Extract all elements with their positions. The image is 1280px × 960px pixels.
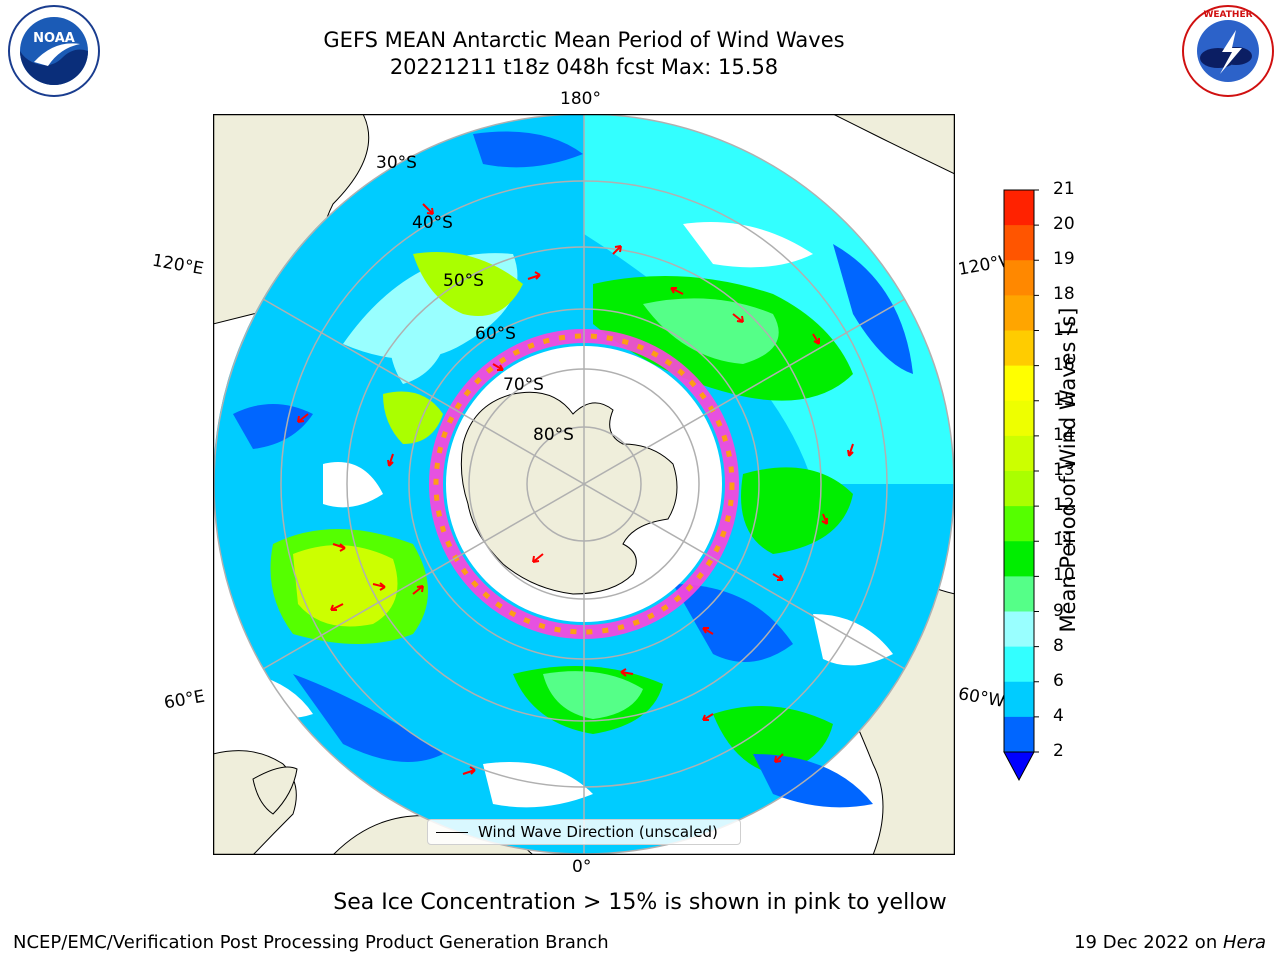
colorbar-tick-label: 10	[1053, 565, 1075, 586]
sea-ice-note: Sea Ice Concentration > 15% is shown in …	[333, 890, 947, 915]
colorbar-tick-label: 6	[1053, 670, 1064, 691]
colorbar-tick-label: 8	[1053, 635, 1064, 656]
footer-date-text: 19 Dec 2022 on	[1074, 932, 1223, 953]
lat-label-50s: 50°S	[443, 271, 484, 291]
lat-label-60s: 60°S	[475, 324, 516, 344]
lat-label-40s: 40°S	[412, 213, 453, 233]
colorbar-bin	[1004, 365, 1034, 402]
colorbar-bin	[1004, 330, 1034, 367]
wave-arrows	[297, 203, 854, 775]
chart-subtitle-run: 20221211 t18z 048h fcst Max: 15.58	[389, 55, 779, 79]
colorbar-tick-label: 18	[1053, 284, 1075, 305]
lat-label-80s: 80°S	[533, 425, 574, 445]
colorbar	[1003, 189, 1039, 782]
lat-label-70s: 70°S	[503, 375, 544, 395]
colorbar-tick-label: 13	[1053, 460, 1075, 480]
colorbar-bin	[1004, 260, 1034, 296]
colorbar-bin	[1004, 225, 1034, 261]
lon-label-120e: 120°E	[150, 250, 206, 280]
colorbar-tick-label: 21	[1053, 179, 1075, 199]
colorbar-tick-label: 12	[1053, 495, 1075, 516]
colorbar-tick-label: 9	[1053, 600, 1064, 621]
polar-map	[213, 114, 955, 855]
colorbar-tick-label: 2	[1053, 741, 1064, 761]
lon-label-180: 180°	[560, 89, 601, 109]
noaa-logo: NOAA	[8, 5, 100, 97]
svg-text:NOAA: NOAA	[33, 31, 75, 46]
colorbar-under-arrow	[1003, 751, 1035, 782]
colorbar-bin	[1004, 576, 1034, 612]
colorbar-tick-label: 15	[1053, 389, 1075, 410]
colorbar-bin	[1004, 506, 1034, 542]
colorbar-bin	[1004, 471, 1034, 507]
colorbar-bin	[1004, 646, 1034, 683]
lon-label-60e: 60°E	[162, 686, 207, 714]
footer-host: Hera	[1222, 932, 1266, 953]
colorbar-bin	[1004, 435, 1034, 472]
lat-label-30s: 30°S	[376, 153, 417, 173]
colorbar-bin	[1004, 295, 1034, 331]
colorbar-tick-label: 11	[1053, 530, 1075, 551]
nws-logo: WEATHER	[1182, 5, 1274, 97]
lon-label-0: 0°	[572, 857, 592, 877]
colorbar-bin	[1004, 541, 1034, 577]
land-madagascar	[252, 766, 298, 815]
land-pacific-corner	[833, 115, 954, 175]
legend-line-swatch	[436, 832, 468, 833]
colorbar-title: Mean Period of Wind Waves [s]	[1056, 307, 1080, 633]
footer-date: 19 Dec 2022 on Hera	[1074, 932, 1266, 953]
map-legend: Wind Wave Direction (unscaled)	[427, 819, 741, 845]
colorbar-bin	[1004, 400, 1034, 437]
chart-title: GEFS MEAN Antarctic Mean Period of Wind …	[323, 28, 845, 52]
colorbar-bin	[1004, 716, 1034, 753]
legend-label: Wind Wave Direction (unscaled)	[478, 823, 718, 841]
colorbar-tick-label: 20	[1053, 214, 1075, 235]
colorbar-bin	[1004, 190, 1034, 226]
lon-label-60w: 60°W	[956, 684, 1007, 712]
colorbar-tick-label: 17	[1053, 319, 1075, 340]
colorbar-bin	[1004, 681, 1034, 718]
colorbar-bin	[1004, 611, 1034, 648]
colorbar-tick-label: 19	[1053, 249, 1075, 270]
svg-text:WEATHER: WEATHER	[1203, 10, 1252, 20]
colorbar-tick-label: 14	[1053, 424, 1075, 445]
colorbar-tick-label: 16	[1053, 354, 1075, 375]
footer-credit: NCEP/EMC/Verification Post Processing Pr…	[13, 932, 609, 953]
colorbar-tick-label: 4	[1053, 705, 1064, 726]
